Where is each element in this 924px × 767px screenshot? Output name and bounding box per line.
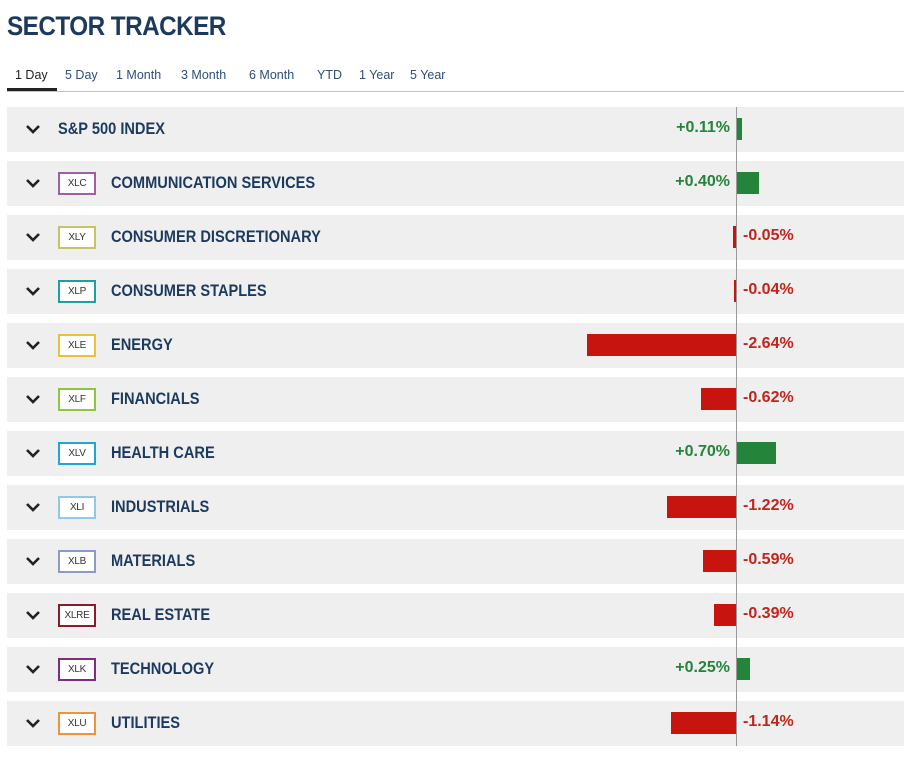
chevron-down-icon[interactable]: [25, 229, 41, 245]
change-value: -0.62%: [743, 389, 794, 406]
chevron-down-icon[interactable]: [25, 553, 41, 569]
ticker-badge: XLE: [58, 334, 96, 357]
sector-row[interactable]: XLRE REAL ESTATE -0.39%: [7, 593, 904, 638]
ticker-badge: XLV: [58, 442, 96, 465]
change-value: -1.22%: [743, 497, 794, 514]
sector-name: MATERIALS: [111, 551, 196, 570]
change-bar: [714, 604, 736, 626]
sector-name: INDUSTRIALS: [111, 497, 210, 516]
change-bar: [736, 658, 750, 680]
sector-row[interactable]: XLP CONSUMER STAPLES -0.04%: [7, 269, 904, 314]
chevron-down-icon[interactable]: [25, 715, 41, 731]
sector-name: S&P 500 INDEX: [58, 119, 166, 138]
ticker-badge: XLC: [58, 172, 96, 195]
sector-row[interactable]: XLV HEALTH CARE +0.70%: [7, 431, 904, 476]
change-value: -0.05%: [743, 227, 794, 244]
chevron-down-icon[interactable]: [25, 121, 41, 137]
sector-row[interactable]: XLB MATERIALS -0.59%: [7, 539, 904, 584]
tab-1-day[interactable]: 1 Day: [15, 68, 48, 82]
chevron-down-icon[interactable]: [25, 283, 41, 299]
change-value: +0.70%: [675, 443, 730, 460]
sector-name: HEALTH CARE: [111, 443, 215, 462]
chevron-down-icon[interactable]: [25, 607, 41, 623]
sector-name: CONSUMER STAPLES: [111, 281, 267, 300]
change-value: -0.39%: [743, 605, 794, 622]
change-bar: [703, 550, 736, 572]
ticker-badge: XLB: [58, 550, 96, 573]
sector-name: TECHNOLOGY: [111, 659, 215, 678]
change-value: -2.64%: [743, 335, 794, 352]
change-bar: [733, 226, 736, 248]
chevron-down-icon[interactable]: [25, 175, 41, 191]
page-title: SECTOR TRACKER: [7, 11, 226, 41]
ticker-badge: XLU: [58, 712, 96, 735]
tab-ytd[interactable]: YTD: [317, 68, 342, 82]
sector-row[interactable]: XLF FINANCIALS -0.62%: [7, 377, 904, 422]
change-bar: [736, 442, 776, 464]
tab-6-month[interactable]: 6 Month: [249, 68, 295, 82]
change-value: +0.11%: [676, 119, 730, 136]
tab-1-year[interactable]: 1 Year: [359, 68, 395, 82]
active-tab-indicator: [7, 88, 57, 91]
change-bar: [734, 280, 736, 302]
sector-row[interactable]: XLU UTILITIES -1.14%: [7, 701, 904, 746]
sector-row[interactable]: XLY CONSUMER DISCRETIONARY -0.05%: [7, 215, 904, 260]
tab-3-month[interactable]: 3 Month: [181, 68, 227, 82]
ticker-badge: XLRE: [58, 604, 96, 627]
change-bar: [587, 334, 736, 356]
tab-1-month[interactable]: 1 Month: [116, 68, 162, 82]
sector-name: COMMUNICATION SERVICES: [111, 173, 316, 192]
sector-name: UTILITIES: [111, 713, 181, 732]
chevron-down-icon[interactable]: [25, 661, 41, 677]
ticker-badge: XLI: [58, 496, 96, 519]
zero-axis-line: [736, 107, 737, 746]
sector-name: CONSUMER DISCRETIONARY: [111, 227, 321, 246]
tab-5-year[interactable]: 5 Year: [410, 68, 446, 82]
chevron-down-icon[interactable]: [25, 445, 41, 461]
change-value: -0.04%: [743, 281, 794, 298]
chevron-down-icon[interactable]: [25, 499, 41, 515]
change-bar: [671, 712, 736, 734]
chevron-down-icon[interactable]: [25, 391, 41, 407]
tab-5-day[interactable]: 5 Day: [65, 68, 98, 82]
sector-row[interactable]: XLE ENERGY -2.64%: [7, 323, 904, 368]
ticker-badge: XLY: [58, 226, 96, 249]
change-value: +0.40%: [675, 173, 730, 190]
sector-row[interactable]: S&P 500 INDEX +0.11%: [7, 107, 904, 152]
sector-row[interactable]: XLC COMMUNICATION SERVICES +0.40%: [7, 161, 904, 206]
ticker-badge: XLF: [58, 388, 96, 411]
change-bar: [701, 388, 736, 410]
change-bar: [667, 496, 736, 518]
chevron-down-icon[interactable]: [25, 337, 41, 353]
change-value: +0.25%: [675, 659, 730, 676]
change-bar: [736, 172, 759, 194]
ticker-badge: XLP: [58, 280, 96, 303]
change-bar: [736, 118, 742, 140]
sector-name: FINANCIALS: [111, 389, 200, 408]
period-tabs: 1 Day 5 Day 1 Month 3 Month 6 Month YTD …: [7, 60, 904, 92]
sector-row[interactable]: XLI INDUSTRIALS -1.22%: [7, 485, 904, 530]
change-value: -0.59%: [743, 551, 794, 568]
sector-name: ENERGY: [111, 335, 173, 354]
sector-row[interactable]: XLK TECHNOLOGY +0.25%: [7, 647, 904, 692]
ticker-badge: XLK: [58, 658, 96, 681]
change-value: -1.14%: [743, 713, 794, 730]
sector-name: REAL ESTATE: [111, 605, 211, 624]
